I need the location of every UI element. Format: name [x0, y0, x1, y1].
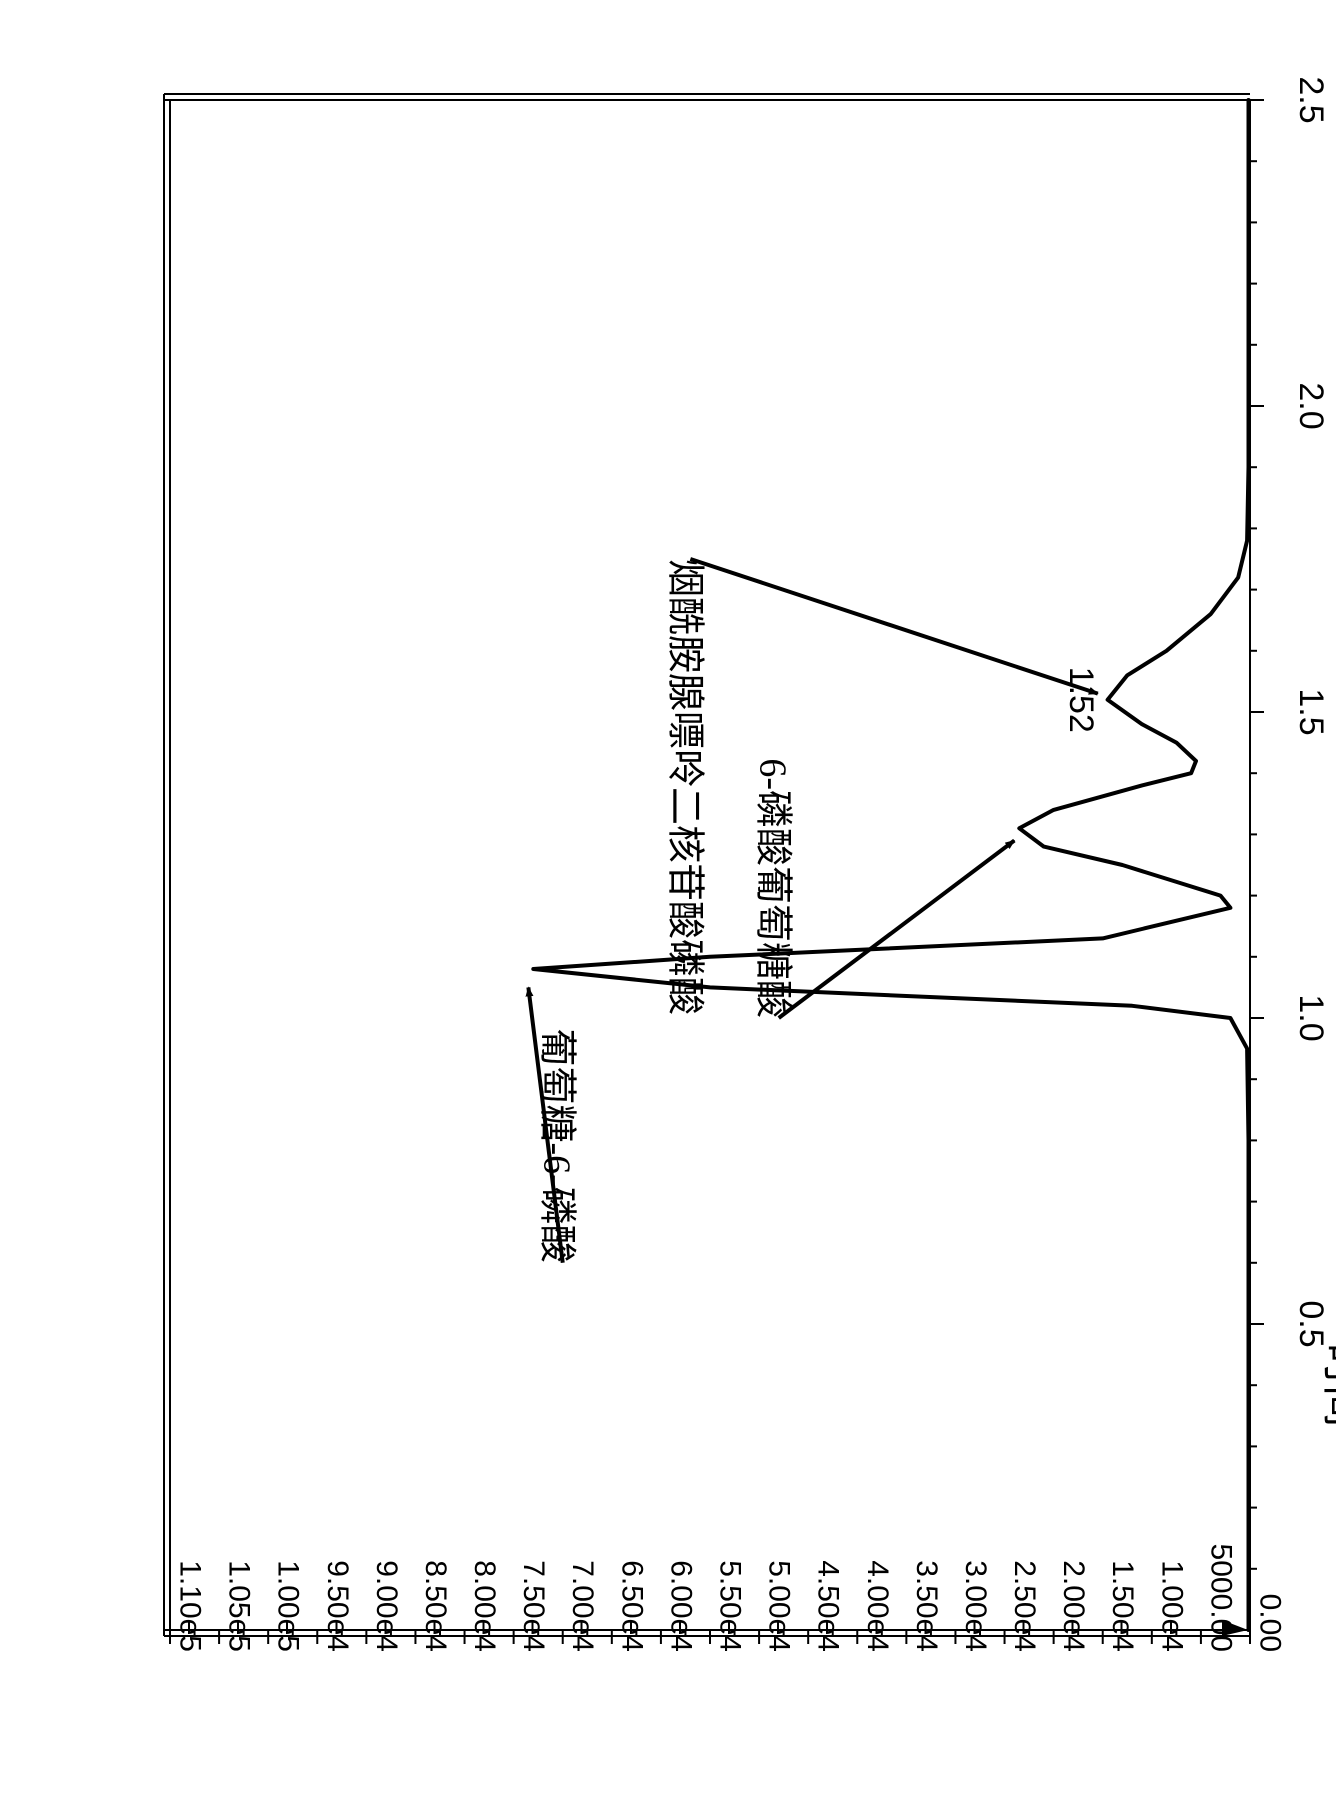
y-tick-label: 2.00e4	[1057, 1560, 1090, 1652]
y-tick-label: 0.00	[1254, 1594, 1287, 1652]
chromatogram-chart: 0.00 5000.00 1.00e4 1.50e4 2.00e4 2.50e4 3.00e…	[0, 0, 1336, 1808]
y-tick-label: 1.50e4	[1106, 1560, 1139, 1652]
x-tick-label: 1.5	[1292, 688, 1330, 735]
x-tick-label: 2.0	[1292, 382, 1330, 429]
annotation-label: 葡萄糖-6-磷酸	[536, 1028, 578, 1262]
y-tick-label: 3.00e4	[959, 1560, 992, 1652]
x-axis-label: 时间	[1318, 1343, 1336, 1427]
y-tick-label: 1.10e5	[174, 1560, 207, 1652]
x-tick-label: 0.5	[1292, 1300, 1330, 1347]
y-tick-label: 3.50e4	[910, 1560, 943, 1652]
y-tick-label: 1.00e4	[1155, 1560, 1188, 1652]
y-tick-label: 5.50e4	[714, 1560, 747, 1652]
annotation-label: 烟酰胺腺嘌呤二核苷酸磷酸	[663, 559, 705, 1015]
y-tick-label: 1.05e5	[223, 1560, 256, 1652]
y-tick-label: 4.50e4	[812, 1560, 845, 1652]
y-tick-label: 6.50e4	[615, 1560, 648, 1652]
y-tick-label: 7.50e4	[517, 1560, 550, 1652]
y-tick-label: 6.00e4	[664, 1560, 697, 1652]
x-tick-label: 2.5	[1292, 76, 1330, 123]
y-tick-label: 4.00e4	[861, 1560, 894, 1652]
annotation-label: 6-磷酸葡萄糖酸	[752, 758, 794, 1018]
y-tick-label: 9.00e4	[370, 1560, 403, 1652]
y-tick-label: 2.50e4	[1008, 1560, 1041, 1652]
y-tick-label: 1.00e5	[272, 1560, 305, 1652]
y-tick-label: 5.00e4	[763, 1560, 796, 1652]
x-tick-label: 1.0	[1292, 994, 1330, 1041]
y-tick-label: 7.00e4	[566, 1560, 599, 1652]
y-tick-label: 8.00e4	[468, 1560, 501, 1652]
y-tick-label: 9.50e4	[321, 1560, 354, 1652]
peak-label: 1.52	[1062, 667, 1100, 733]
y-tick-label: 8.50e4	[419, 1560, 452, 1652]
y-tick-label: 5000.00	[1204, 1544, 1237, 1652]
